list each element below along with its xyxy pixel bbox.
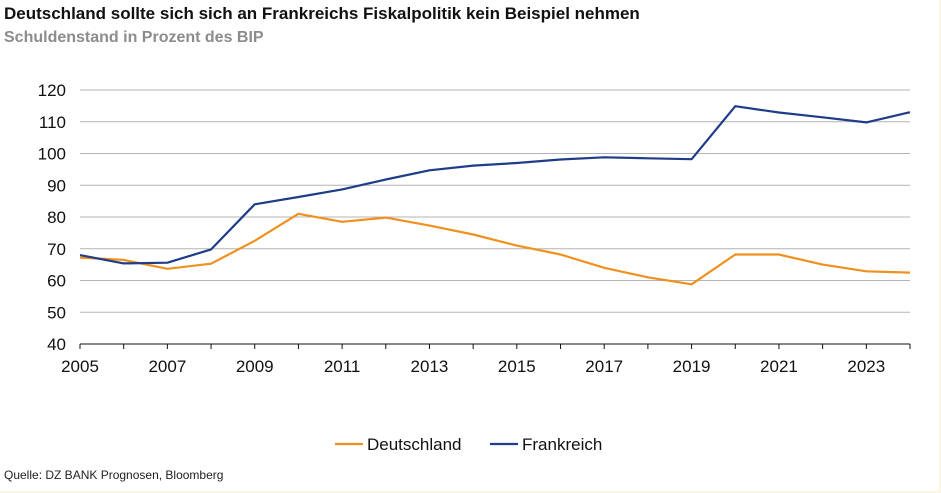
legend-label: Deutschland bbox=[367, 435, 462, 454]
legend: Deutschland Frankreich bbox=[335, 435, 602, 454]
y-tick-label: 50 bbox=[47, 303, 66, 322]
axes: 40 50 60 70 80 90 100 110 120 2005 2007 2009 2011 201… bbox=[38, 81, 911, 376]
series-line-deutschland bbox=[79, 212, 911, 286]
y-tick-label: 100 bbox=[38, 145, 66, 164]
x-tick-label: 2023 bbox=[847, 357, 885, 376]
series-line-frankreich bbox=[79, 105, 911, 265]
y-tick-label: 90 bbox=[47, 176, 66, 195]
y-tick-label: 80 bbox=[47, 208, 66, 227]
chart-title: Deutschland sollte sich sich an Frankrei… bbox=[4, 4, 640, 23]
x-tick-label: 2011 bbox=[324, 357, 361, 376]
source-note: Quelle: DZ BANK Prognosen, Bloomberg bbox=[4, 468, 224, 482]
x-tick-label: 2007 bbox=[148, 357, 186, 376]
y-tick-label: 40 bbox=[47, 335, 66, 354]
x-tick-label: 2019 bbox=[673, 357, 711, 376]
x-tick-label: 2017 bbox=[585, 357, 623, 376]
gridlines bbox=[80, 89, 910, 313]
y-tick-label: 120 bbox=[38, 81, 66, 100]
x-tick-label: 2005 bbox=[61, 357, 99, 376]
x-tick-label: 2009 bbox=[236, 357, 274, 376]
x-tick-label: 2013 bbox=[411, 357, 449, 376]
legend-label: Frankreich bbox=[522, 435, 602, 454]
chart-subtitle: Schuldenstand in Prozent des BIP bbox=[4, 29, 264, 46]
x-tick-label: 2021 bbox=[760, 357, 798, 376]
series-lines bbox=[79, 105, 911, 286]
x-tick-label: 2015 bbox=[498, 357, 536, 376]
y-tick-label: 60 bbox=[47, 272, 66, 291]
y-tick-label: 70 bbox=[47, 240, 66, 259]
y-tick-label: 110 bbox=[39, 113, 66, 132]
